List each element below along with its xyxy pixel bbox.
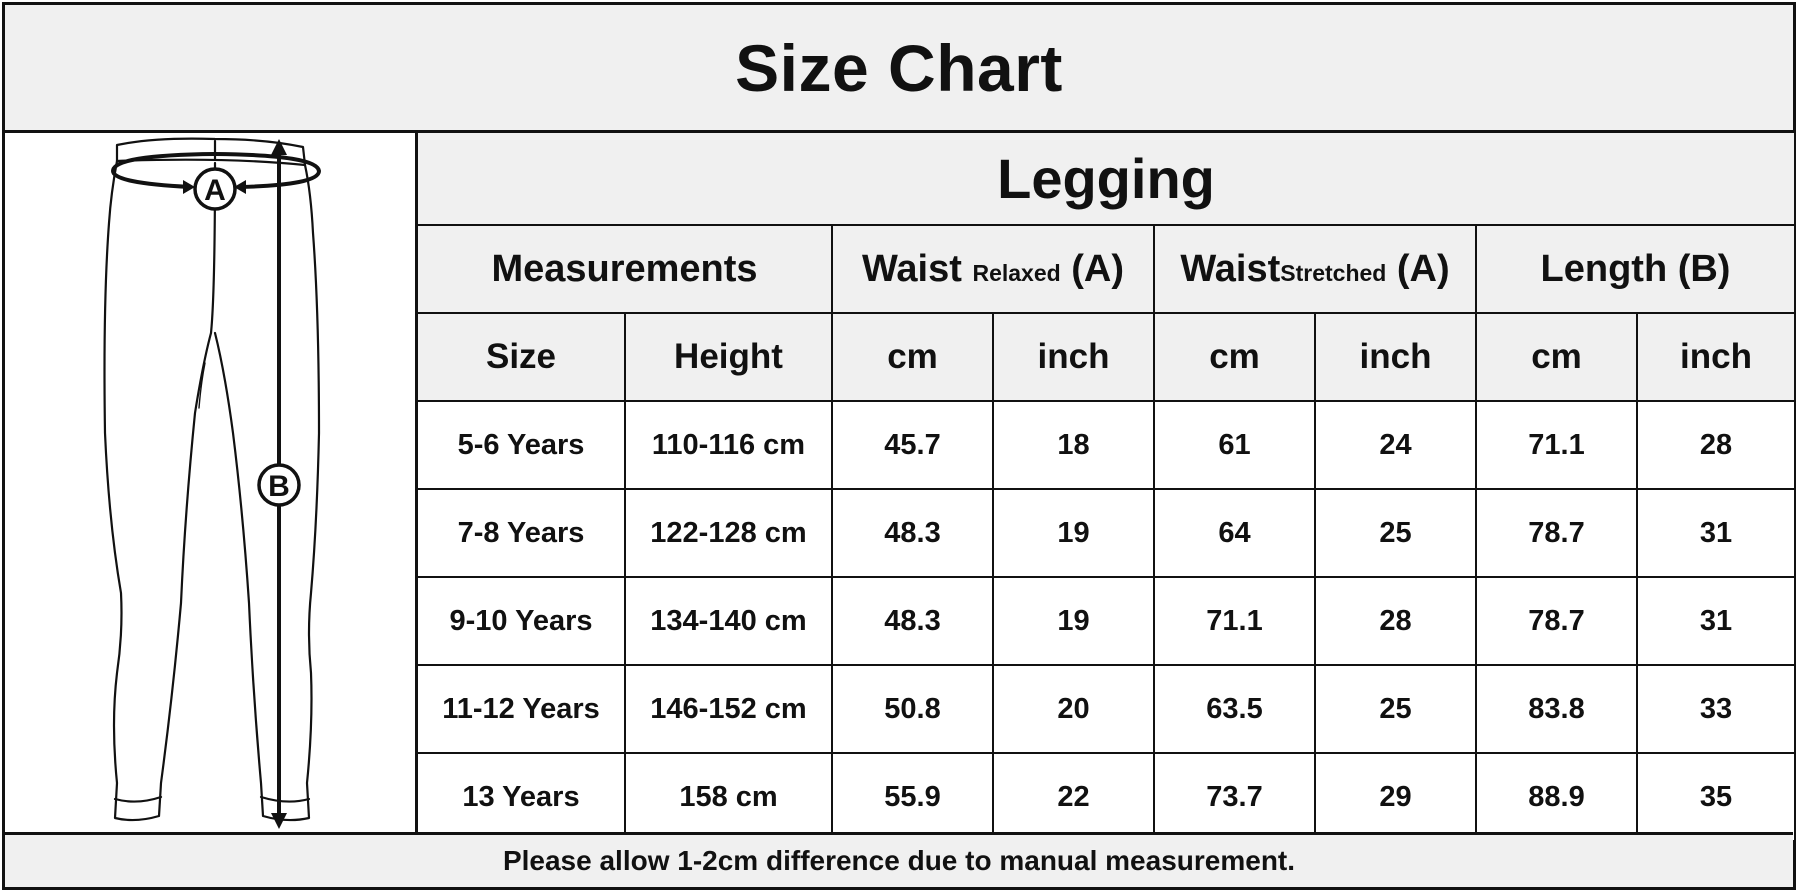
waistband-shape	[115, 137, 307, 167]
waist-stretched-qualifier: Stretched	[1280, 259, 1387, 286]
cell-waist-relaxed-cm: 48.3	[831, 488, 994, 578]
cell-waist-relaxed-inch: 19	[992, 488, 1155, 578]
label-a-marker	[193, 167, 237, 211]
cell-waist-stretched-inch: 25	[1314, 664, 1477, 754]
cell-length-cm: 78.7	[1475, 576, 1638, 666]
waist-stretched-code: (A)	[1396, 247, 1450, 290]
cell-waist-stretched-cm: 61	[1153, 400, 1316, 490]
cell-height: 158 cm	[624, 752, 833, 840]
group-length: Length (B)	[1475, 224, 1794, 314]
cell-waist-stretched-inch: 25	[1314, 488, 1477, 578]
cell-size: 9-10 Years	[418, 576, 626, 666]
cell-size: 7-8 Years	[418, 488, 626, 578]
header-waist-relaxed-inch: inch	[992, 312, 1155, 402]
table-row: 9-10 Years 134-140 cm 48.3 19 71.1 28 78…	[418, 576, 1794, 666]
cell-waist-relaxed-inch: 18	[992, 400, 1155, 490]
title-bar: Size Chart	[5, 5, 1793, 133]
cell-length-cm: 71.1	[1475, 400, 1638, 490]
header-height: Height	[624, 312, 833, 402]
label-b-marker	[257, 463, 301, 507]
cell-length-inch: 31	[1636, 576, 1794, 666]
cell-waist-relaxed-inch: 19	[992, 576, 1155, 666]
cell-length-cm: 88.9	[1475, 752, 1638, 840]
cell-length-inch: 33	[1636, 664, 1794, 754]
cell-waist-stretched-cm: 64	[1153, 488, 1316, 578]
header-waist-stretched-inch: inch	[1314, 312, 1477, 402]
table-row: 13 Years 158 cm 55.9 22 73.7 29 88.9 35	[418, 752, 1794, 840]
table-row: 11-12 Years 146-152 cm 50.8 20 63.5 25 8…	[418, 664, 1794, 754]
group-waist-stretched: WaistStretched (A)	[1153, 224, 1477, 314]
table-row: 5-6 Years 110-116 cm 45.7 18 61 24 71.1 …	[418, 400, 1794, 490]
cell-waist-relaxed-cm: 55.9	[831, 752, 994, 840]
legging-illustration: A B	[103, 137, 322, 829]
cell-length-inch: 28	[1636, 400, 1794, 490]
cell-waist-stretched-cm: 63.5	[1153, 664, 1316, 754]
header-waist-relaxed-cm: cm	[831, 312, 994, 402]
cell-waist-stretched-cm: 71.1	[1153, 576, 1316, 666]
header-length-cm: cm	[1475, 312, 1638, 402]
cell-size: 5-6 Years	[418, 400, 626, 490]
waist-stretched-main: Waist	[1180, 247, 1281, 290]
product-name: Legging	[418, 133, 1794, 226]
cell-waist-stretched-inch: 29	[1314, 752, 1477, 840]
cell-waist-stretched-inch: 24	[1314, 400, 1477, 490]
cell-waist-relaxed-inch: 22	[992, 752, 1155, 840]
measurement-note: Please allow 1-2cm difference due to man…	[5, 832, 1793, 887]
cell-length-cm: 78.7	[1475, 488, 1638, 578]
cell-waist-relaxed-cm: 48.3	[831, 576, 994, 666]
cell-waist-relaxed-cm: 45.7	[831, 400, 994, 490]
cell-size: 11-12 Years	[418, 664, 626, 754]
waist-relaxed-qualifier: Relaxed	[972, 259, 1061, 286]
legging-diagram-panel: A B	[5, 133, 418, 832]
header-size: Size	[418, 312, 626, 402]
cell-waist-relaxed-cm: 50.8	[831, 664, 994, 754]
label-b-text: B	[268, 470, 290, 503]
header-waist-stretched-cm: cm	[1153, 312, 1316, 402]
cell-waist-relaxed-inch: 20	[992, 664, 1155, 754]
cell-height: 122-128 cm	[624, 488, 833, 578]
cell-height: 146-152 cm	[624, 664, 833, 754]
cell-waist-stretched-inch: 28	[1314, 576, 1477, 666]
cell-size: 13 Years	[418, 752, 626, 840]
cell-height: 134-140 cm	[624, 576, 833, 666]
table-row: 7-8 Years 122-128 cm 48.3 19 64 25 78.7 …	[418, 488, 1794, 578]
page-title: Size Chart	[735, 30, 1063, 105]
waist-relaxed-code: (A)	[1071, 247, 1125, 290]
group-measurements: Measurements	[418, 224, 833, 314]
size-table-panel: Legging Measurements Waist Relaxed (A) W…	[418, 133, 1794, 840]
label-a-text: A	[204, 174, 226, 207]
cell-height: 110-116 cm	[624, 400, 833, 490]
group-waist-relaxed: Waist Relaxed (A)	[831, 224, 1155, 314]
cell-length-inch: 35	[1636, 752, 1794, 840]
header-length-inch: inch	[1636, 312, 1794, 402]
waist-relaxed-main: Waist	[861, 247, 962, 290]
size-table: Legging Measurements Waist Relaxed (A) W…	[418, 133, 1794, 840]
unit-header-row: Size Height cm inch cm inch cm inch	[418, 312, 1794, 402]
cell-waist-stretched-cm: 73.7	[1153, 752, 1316, 840]
cell-length-cm: 83.8	[1475, 664, 1638, 754]
cell-length-inch: 31	[1636, 488, 1794, 578]
